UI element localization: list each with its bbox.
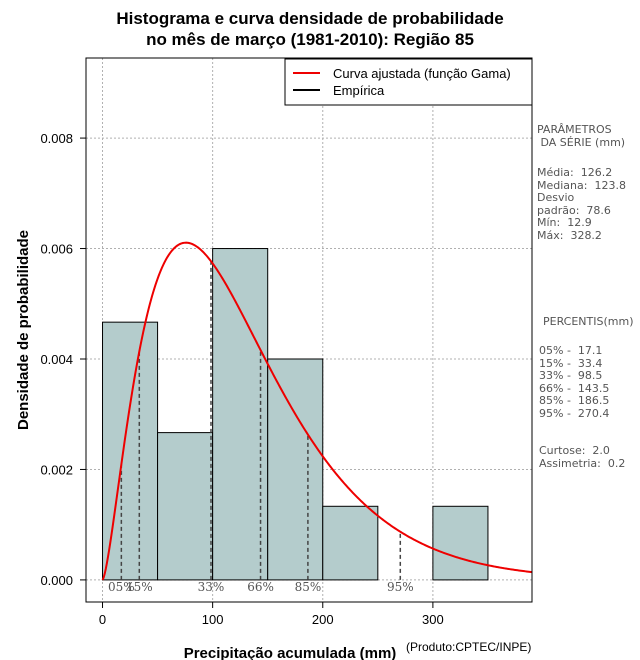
- x-tick-label: 0: [99, 612, 106, 627]
- legend-empirical-label: Empírica: [333, 83, 385, 98]
- legend-box: [284, 58, 533, 106]
- histogram-bar: [267, 358, 324, 581]
- x-tick-label: 300: [422, 612, 444, 627]
- percentile-label: 33%: [198, 580, 225, 594]
- gamma-fit-curve: [101, 241, 533, 581]
- y-tick-label: 0.008: [40, 131, 73, 146]
- percentile-label: 15%: [126, 580, 153, 594]
- y-tick-label: 0.000: [40, 573, 73, 588]
- parametros-title: PARÂMETROS DA SÉRIE (mm): [537, 123, 626, 149]
- y-tick-label: 0.002: [40, 462, 73, 477]
- x-tick-label: 100: [202, 612, 224, 627]
- product-credit: (Produto:CPTEC/INPE): [406, 640, 532, 654]
- percentile-label: 66%: [247, 580, 274, 594]
- x-tick-label: 200: [312, 612, 334, 627]
- histogram-bar: [432, 505, 489, 581]
- histogram-bar: [322, 505, 379, 581]
- parametros-values: Média: 126.2 Mediana: 123.8 Desvio padrã…: [537, 166, 626, 242]
- y-tick-label: 0.004: [40, 352, 73, 367]
- stats-extras: Curtose: 2.0 Assimetria: 0.2: [539, 444, 626, 470]
- legend: Curva ajustada (função Gama) Empírica: [284, 58, 533, 106]
- percentile-label: 05%: [108, 580, 135, 594]
- y-tick-label: 0.006: [40, 242, 73, 257]
- percentis-title: PERCENTIS(mm): [543, 315, 634, 328]
- chart-title-line2: no mês de março (1981-2010): Região 85: [146, 30, 474, 49]
- percentile-label: 95%: [387, 580, 414, 594]
- percentile-label: 85%: [295, 580, 322, 594]
- histogram-bar: [212, 248, 269, 581]
- histogram-bar: [157, 432, 214, 581]
- y-axis-label: Densidade de probabilidade: [15, 230, 32, 430]
- chart-title-line1: Histograma e curva densidade de probabil…: [116, 9, 504, 28]
- plot-frame: [85, 57, 533, 603]
- x-axis-label: Precipitação acumulada (mm): [184, 645, 397, 660]
- legend-fitted-label: Curva ajustada (função Gama): [333, 66, 511, 81]
- percentis-values: 05% - 17.1 15% - 33.4 33% - 98.5 66% - 1…: [539, 344, 610, 420]
